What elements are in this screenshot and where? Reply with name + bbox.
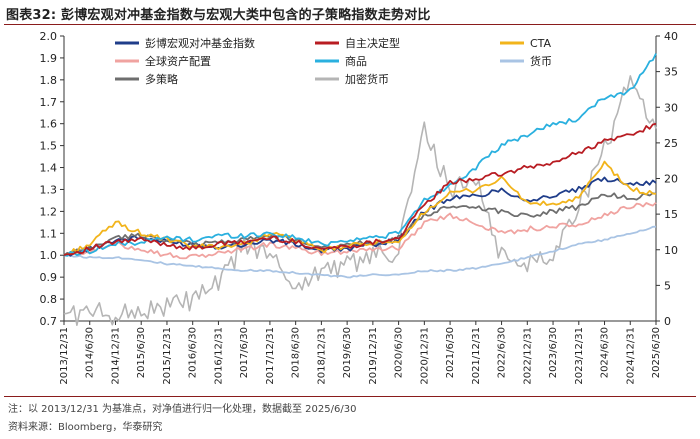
left-tick-label: 1.6	[40, 118, 58, 131]
x-tick-label: 2017/12/31	[265, 327, 276, 385]
x-tick-label: 2021/6/30	[445, 327, 456, 378]
left-tick-label: 1.4	[40, 162, 58, 175]
legend-label: 商品	[345, 54, 367, 68]
series-line-7	[63, 225, 657, 279]
x-tick-label: 2014/6/30	[85, 327, 96, 378]
right-tick-label: 10	[664, 244, 678, 257]
figure-title: 图表32: 彭博宏观对冲基金指数与宏观大类中包含的子策略指数走势对比	[6, 8, 431, 23]
right-tick-label: 5	[664, 279, 671, 292]
x-tick-label: 2023/12/31	[574, 327, 585, 385]
right-tick-label: 40	[664, 30, 678, 43]
left-tick-label: 0.7	[40, 315, 58, 328]
x-tick-label: 2025/6/30	[651, 327, 662, 378]
x-tick-label: 2016/12/31	[213, 327, 224, 385]
x-axis-ticks: 2013/12/31 2014/6/30 2014/12/31 2015/6/30 20…	[59, 321, 662, 385]
legend-label: 加密货币	[345, 72, 389, 86]
legend-label: 多策略	[145, 72, 178, 86]
x-tick-label: 2016/6/30	[188, 327, 199, 378]
left-tick-label: 1.8	[40, 74, 58, 87]
right-axis-ticks: 0 5 10 15 20 25 30 35 40	[656, 30, 678, 328]
x-tick-label: 2024/6/30	[600, 327, 611, 378]
legend-label: CTA	[530, 37, 552, 50]
source-note: 资料来源：Bloomberg，华泰研究	[8, 422, 163, 433]
legend-label: 自主决定型	[345, 36, 400, 50]
series-lines	[63, 53, 657, 326]
x-tick-label: 2020/12/31	[419, 327, 430, 385]
left-tick-label: 1.7	[40, 96, 58, 109]
right-tick-label: 0	[664, 315, 671, 328]
series-line-5	[63, 201, 657, 260]
series-line-2	[63, 122, 657, 257]
x-tick-label: 2018/6/30	[291, 327, 302, 378]
x-tick-label: 2018/12/31	[316, 327, 327, 385]
x-tick-label: 2021/12/31	[471, 327, 482, 385]
left-tick-label: 2.0	[40, 30, 58, 43]
legend-label: 货币	[530, 54, 552, 68]
left-tick-label: 1.3	[40, 183, 58, 196]
line-chart: 0.7 0.8 0.9 1.0 1.1 1.2 1.3 1.4 1.5 1.6 1.7 1.8 1.9 2…	[40, 30, 679, 385]
left-tick-label: 1.1	[40, 227, 58, 240]
series-line-6	[63, 192, 657, 256]
right-tick-label: 35	[664, 66, 678, 79]
x-tick-label: 2023/6/30	[548, 327, 559, 378]
x-tick-label: 2022/12/31	[522, 327, 533, 385]
series-line-8	[63, 75, 657, 326]
right-tick-label: 30	[664, 101, 678, 114]
left-tick-label: 0.8	[40, 293, 58, 306]
bottom-rule	[4, 396, 696, 397]
x-tick-label: 2015/12/31	[162, 327, 173, 385]
left-tick-label: 1.5	[40, 140, 58, 153]
title-rule	[4, 24, 696, 25]
x-tick-label: 2019/6/30	[342, 327, 353, 378]
x-tick-label: 2017/6/30	[239, 327, 250, 378]
right-tick-label: 25	[664, 137, 678, 150]
x-tick-label: 2014/12/31	[110, 327, 121, 385]
x-tick-label: 2020/6/30	[394, 327, 405, 378]
footnote: 注：以 2013/12/31 为基准点，对净值进行归一化处理，数据截至 2025…	[8, 404, 357, 415]
x-tick-label: 2022/6/30	[497, 327, 508, 378]
legend-label: 全球资产配置	[145, 54, 211, 68]
x-tick-label: 2024/12/31	[625, 327, 636, 385]
x-tick-label: 2013/12/31	[59, 327, 70, 385]
right-tick-label: 20	[664, 173, 678, 186]
left-tick-label: 1.0	[40, 249, 58, 262]
right-tick-label: 15	[664, 208, 678, 221]
x-tick-label: 2019/12/31	[368, 327, 379, 385]
legend-label: 彭博宏观对冲基金指数	[145, 36, 255, 50]
left-tick-label: 1.2	[40, 205, 58, 218]
left-axis-ticks: 0.7 0.8 0.9 1.0 1.1 1.2 1.3 1.4 1.5 1.6 1.7 1.8 1.9 2…	[40, 30, 64, 328]
series-line-4	[63, 53, 657, 257]
left-tick-label: 0.9	[40, 271, 58, 284]
left-tick-label: 1.9	[40, 52, 58, 65]
x-tick-label: 2015/6/30	[136, 327, 147, 378]
